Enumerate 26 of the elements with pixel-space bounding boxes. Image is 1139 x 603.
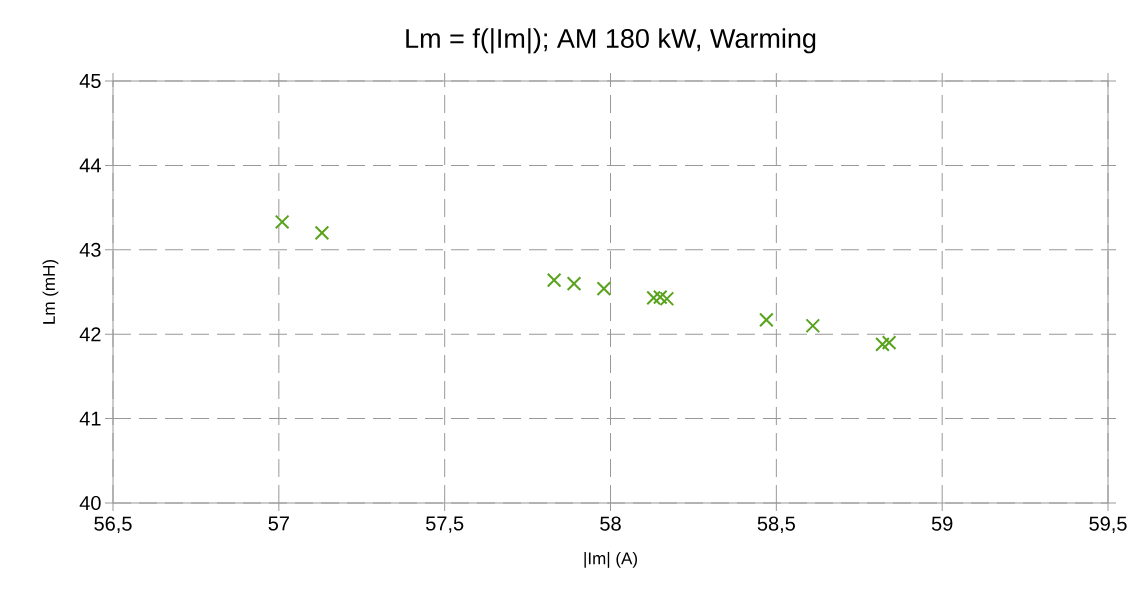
point [652,289,668,305]
y-axis-title: Lm (mH) [42,260,59,324]
y-tick-label: 44 [79,158,101,173]
x-tick-label: 56,5 [94,516,132,534]
chart-title: Lm = f(|Im|); AM 180 kW, Warming [406,28,816,54]
point [546,272,562,288]
point [566,276,582,291]
point [596,281,612,296]
x-tick-label: 57 [268,516,289,531]
x-tick-label: 57,5 [426,516,464,533]
x-tick-label: 58,5 [757,516,795,534]
x-tick-label: 58 [600,516,621,531]
point [274,214,290,230]
y-tick-label: 43 [79,242,101,257]
point [314,225,330,241]
y-tick-label: 41 [79,411,101,426]
point [881,335,897,351]
y-tick-label: 42 [79,327,101,342]
x-tick-label: 59 [931,516,953,531]
y-tick-label: 40 [79,495,101,511]
x-tick-label: 59,5 [1089,516,1127,534]
point [875,336,890,352]
x-axis-title: |Im| (A) [584,551,637,568]
point [759,312,774,328]
y-tick-label: 45 [79,74,101,88]
point [805,318,821,334]
